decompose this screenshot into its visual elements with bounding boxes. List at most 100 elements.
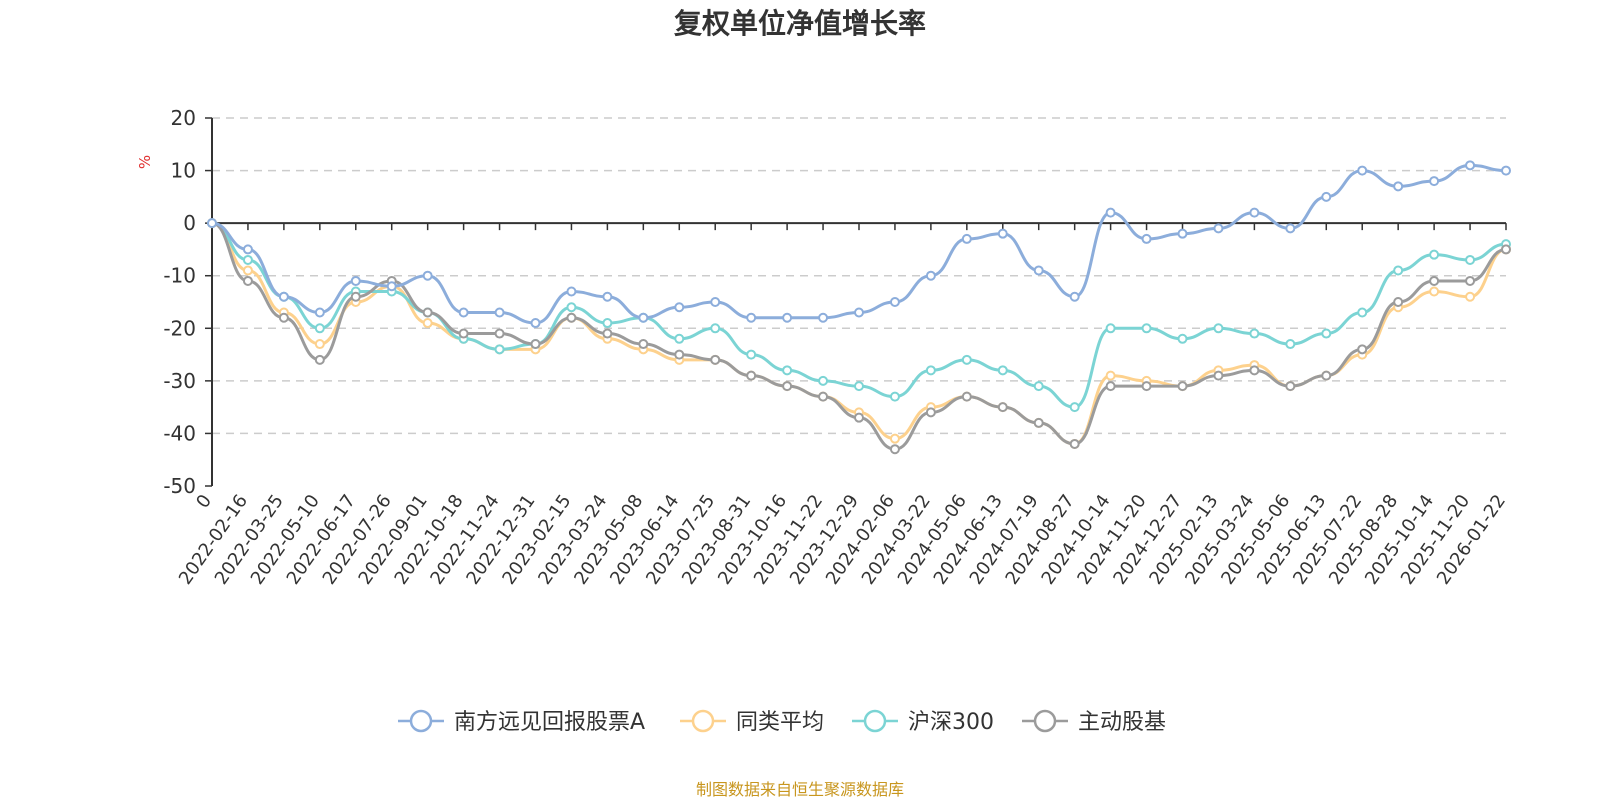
data-point bbox=[1249, 207, 1260, 218]
data-point bbox=[818, 312, 829, 323]
data-point bbox=[314, 339, 325, 350]
data-point bbox=[278, 312, 289, 323]
data-point bbox=[1465, 291, 1476, 302]
data-point bbox=[242, 244, 253, 255]
data-point bbox=[925, 270, 936, 281]
data-point bbox=[710, 354, 721, 365]
data-point bbox=[494, 307, 505, 318]
data-point bbox=[818, 391, 829, 402]
data-point bbox=[458, 307, 469, 318]
data-point bbox=[1069, 291, 1080, 302]
data-point bbox=[1429, 286, 1440, 297]
data-point bbox=[314, 307, 325, 318]
data-point bbox=[710, 297, 721, 307]
data-point bbox=[961, 391, 972, 402]
y-tick-label: -10 bbox=[163, 264, 196, 288]
data-point bbox=[314, 354, 325, 365]
legend[interactable]: 南方远见回报股票A 同类平均 沪深300 主动股基 bbox=[398, 709, 1166, 735]
data-point bbox=[1249, 328, 1260, 339]
data-point bbox=[1393, 181, 1404, 192]
data-point bbox=[1033, 381, 1044, 392]
legend-label: 沪深300 bbox=[908, 710, 994, 735]
axes bbox=[205, 117, 1507, 487]
data-point bbox=[1393, 265, 1404, 276]
data-point bbox=[889, 433, 900, 444]
legend-item[interactable]: 主动股基 bbox=[1022, 709, 1166, 735]
data-point bbox=[1285, 381, 1296, 392]
data-point bbox=[1213, 223, 1224, 234]
data-point bbox=[925, 407, 936, 418]
y-tick-label: -30 bbox=[163, 369, 196, 393]
data-point bbox=[1393, 297, 1404, 307]
data-point bbox=[782, 365, 793, 376]
data-point bbox=[1105, 370, 1116, 381]
data-point bbox=[314, 323, 325, 334]
data-point bbox=[1465, 254, 1476, 265]
data-point bbox=[997, 228, 1008, 239]
legend-swatch-marker bbox=[691, 709, 715, 733]
legend-item[interactable]: 沪深300 bbox=[852, 709, 994, 735]
data-point bbox=[674, 333, 685, 344]
data-point bbox=[1213, 370, 1224, 381]
data-point bbox=[530, 318, 541, 329]
y-tick-label: 20 bbox=[171, 106, 196, 130]
data-point bbox=[386, 281, 397, 292]
data-point bbox=[961, 354, 972, 365]
x-axis-tick-labels: 02022-02-162022-03-252022-05-102022-06-1… bbox=[175, 491, 1510, 589]
legend-swatch-marker bbox=[863, 709, 887, 733]
data-point bbox=[746, 370, 757, 381]
data-point bbox=[350, 275, 361, 286]
chart-title: 复权单位净值增长率 bbox=[674, 7, 926, 40]
y-tick-label: 0 bbox=[183, 211, 196, 235]
data-point bbox=[854, 412, 864, 423]
legend-swatch-marker bbox=[1033, 709, 1057, 733]
y-tick-label: -50 bbox=[163, 474, 196, 498]
data-point bbox=[1321, 191, 1332, 202]
y-tick-label: -20 bbox=[163, 316, 196, 340]
data-point bbox=[818, 375, 829, 386]
data-point bbox=[1429, 176, 1440, 187]
data-point bbox=[674, 302, 685, 313]
data-point bbox=[422, 270, 433, 281]
legend-label: 同类平均 bbox=[736, 710, 824, 735]
data-point bbox=[458, 328, 469, 339]
data-point bbox=[889, 391, 900, 402]
y-tick-label: -40 bbox=[163, 421, 196, 445]
data-point bbox=[1033, 265, 1044, 276]
data-point bbox=[602, 291, 613, 302]
data-point bbox=[1105, 323, 1116, 334]
data-point bbox=[710, 323, 721, 334]
data-point bbox=[350, 291, 361, 302]
data-point bbox=[925, 365, 936, 376]
data-point bbox=[1213, 323, 1224, 334]
legend-label: 主动股基 bbox=[1078, 710, 1166, 735]
data-point bbox=[566, 312, 577, 323]
data-point bbox=[638, 339, 649, 350]
legend-item[interactable]: 南方远见回报股票A bbox=[398, 709, 645, 735]
data-point bbox=[494, 344, 505, 355]
data-point bbox=[278, 291, 289, 302]
data-point bbox=[494, 328, 505, 339]
data-point bbox=[1357, 344, 1368, 355]
data-point bbox=[1033, 417, 1044, 428]
data-point bbox=[1177, 228, 1188, 239]
y-axis-tick-labels: 20 10 0 -10 -20 -30 -40 -50 bbox=[163, 106, 196, 498]
data-point bbox=[242, 275, 253, 286]
data-point bbox=[530, 339, 541, 350]
y-axis-unit-label: % bbox=[136, 155, 154, 169]
data-point bbox=[1069, 438, 1080, 449]
data-source-note: 制图数据来自恒生聚源数据库 bbox=[696, 780, 904, 799]
legend-swatch-marker bbox=[409, 709, 433, 733]
data-point bbox=[422, 307, 433, 318]
x-tick-label: 0 bbox=[192, 491, 216, 512]
data-point bbox=[566, 302, 577, 313]
data-point bbox=[1141, 323, 1152, 334]
data-point bbox=[674, 349, 685, 360]
data-point bbox=[782, 381, 793, 392]
data-point bbox=[1177, 333, 1188, 344]
data-point bbox=[1465, 275, 1476, 286]
legend-item[interactable]: 同类平均 bbox=[680, 709, 824, 735]
y-tick-label: 10 bbox=[171, 159, 196, 183]
data-point bbox=[854, 307, 864, 318]
